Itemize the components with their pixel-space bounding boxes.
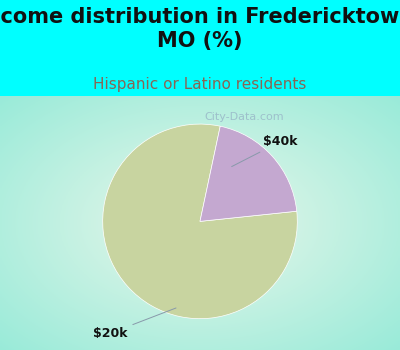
Text: Hispanic or Latino residents: Hispanic or Latino residents [93,77,307,92]
Text: $20k: $20k [93,308,176,340]
Wedge shape [200,126,297,222]
Text: Income distribution in Fredericktown,
MO (%): Income distribution in Fredericktown, MO… [0,7,400,51]
Wedge shape [103,124,297,318]
Text: $40k: $40k [232,135,298,167]
Text: City-Data.com: City-Data.com [204,112,284,122]
